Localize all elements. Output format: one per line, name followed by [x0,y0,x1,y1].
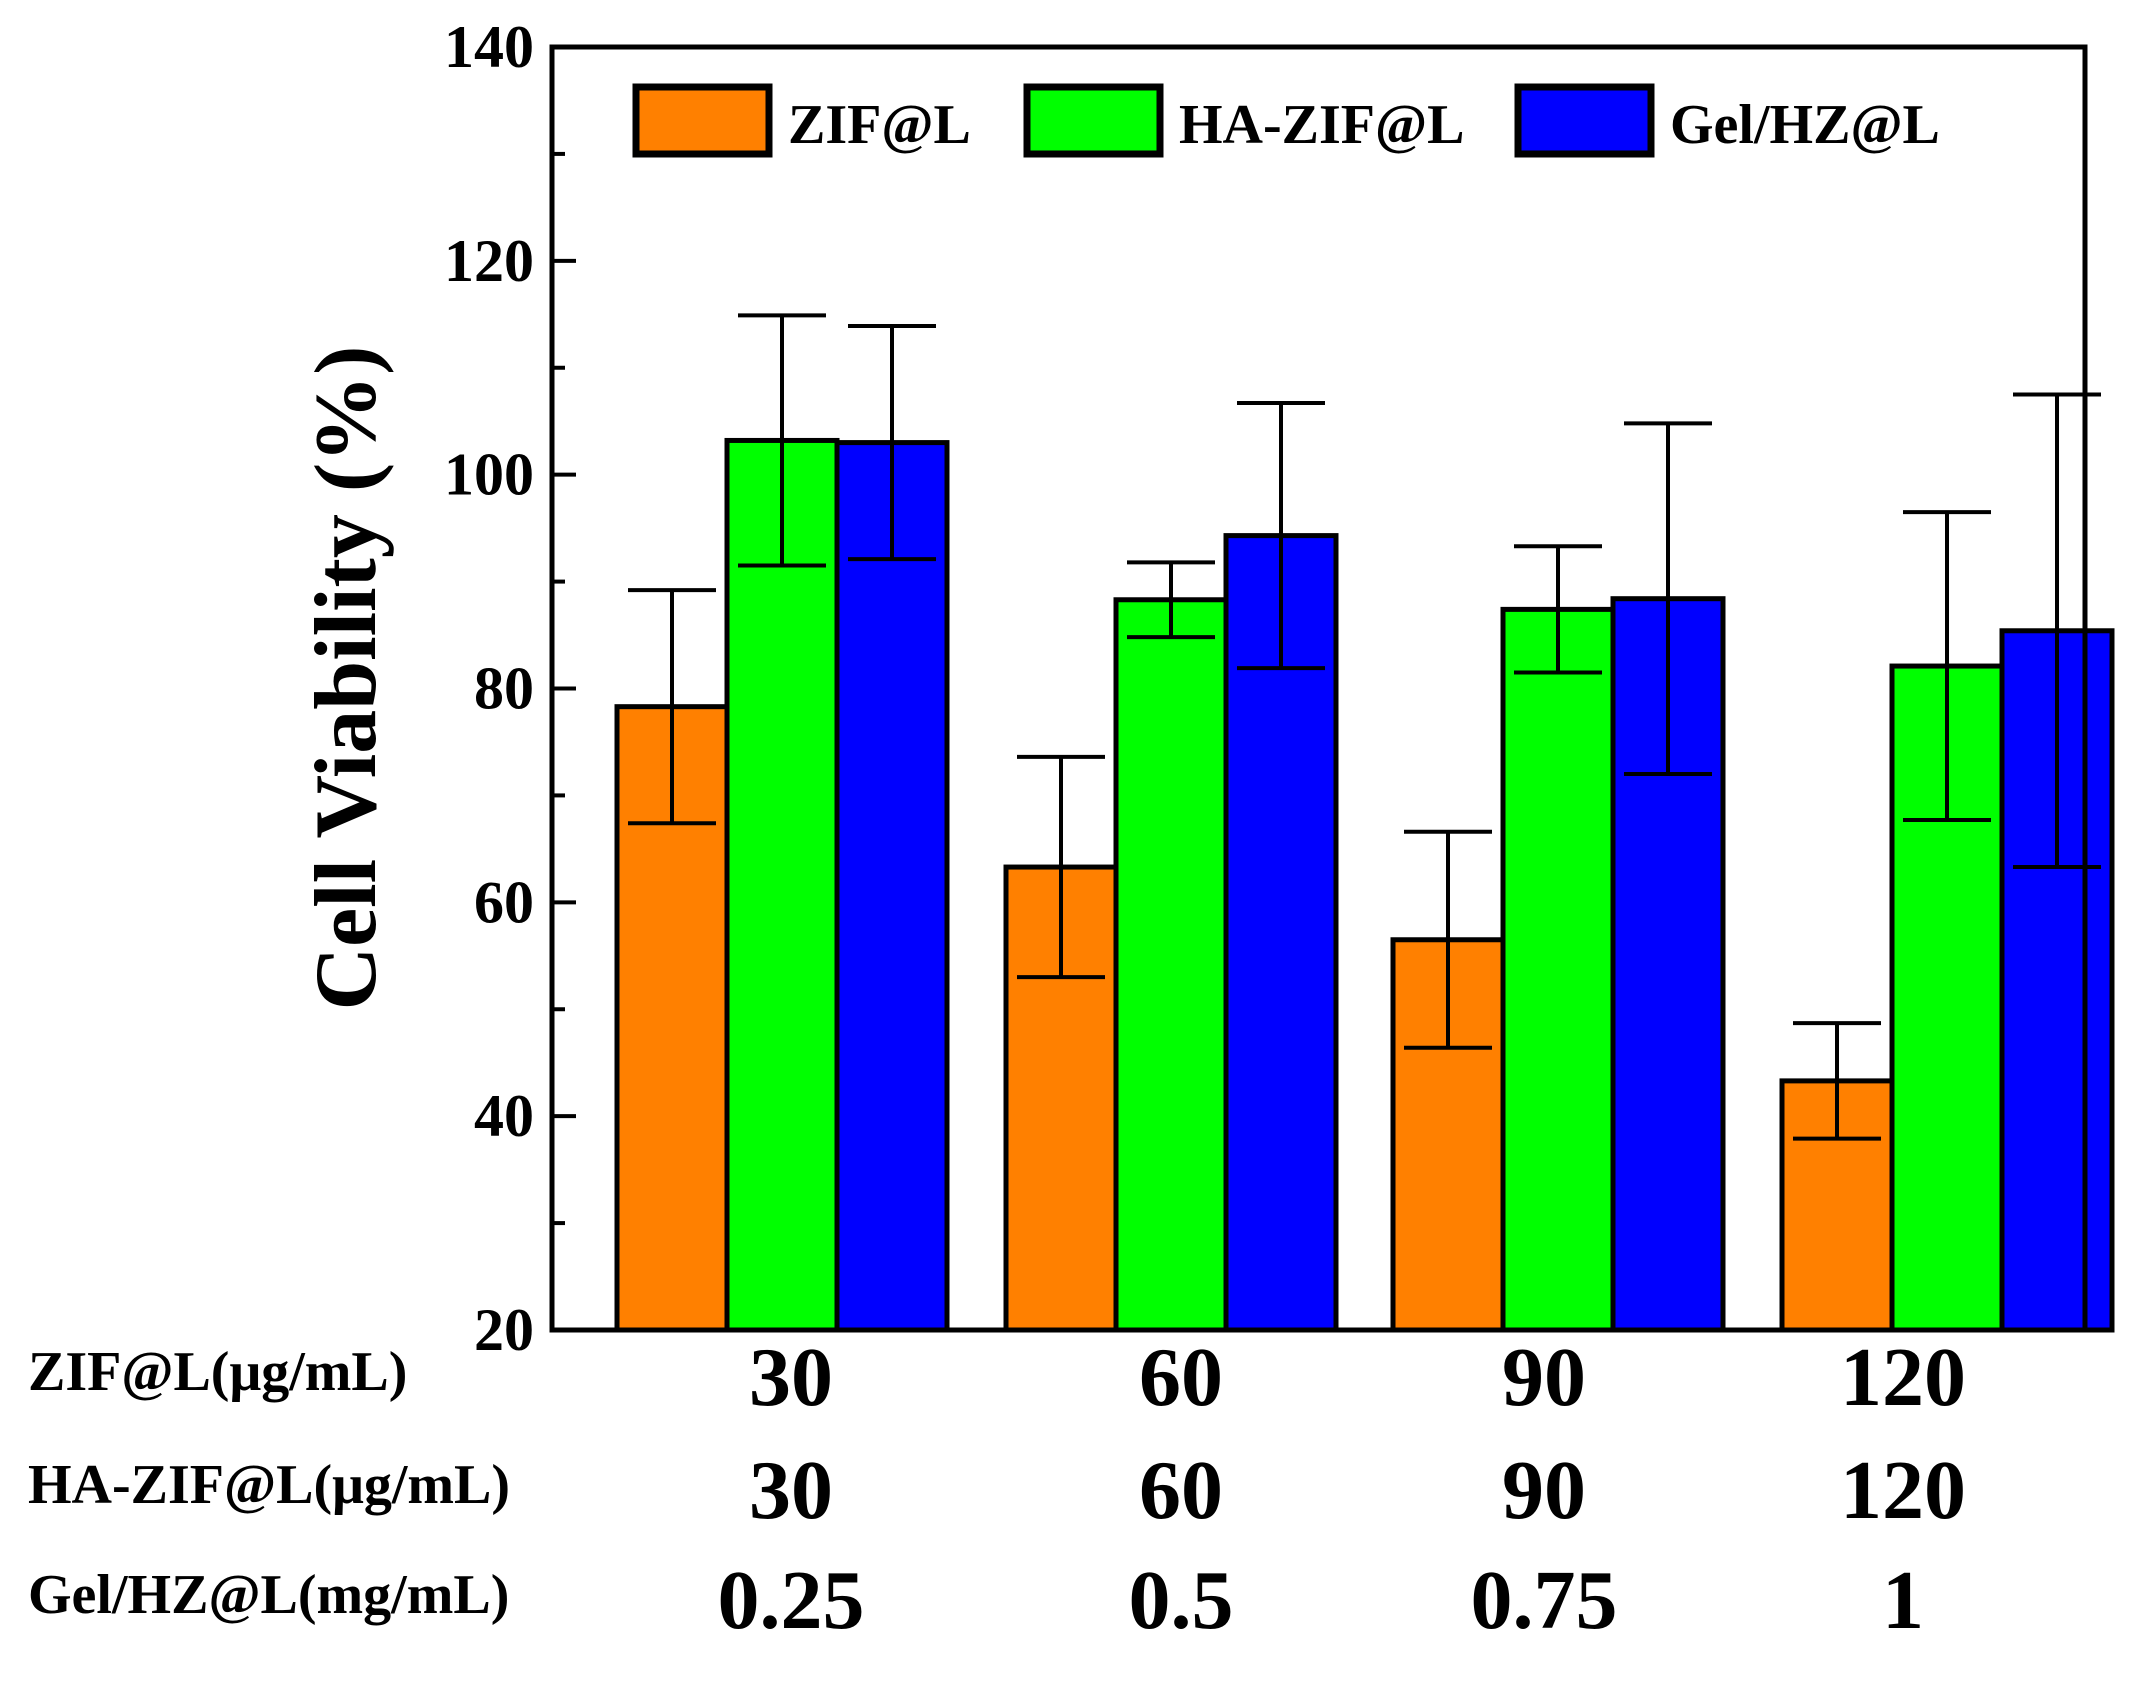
category-value-3-1: 0.25 [718,1554,865,1647]
category-value-3-2: 0.5 [1129,1554,1234,1647]
legend-swatch-1 [632,83,773,158]
y-tick-label: 60 [474,869,534,935]
bar-3-1 [834,440,950,1333]
y-tick-label: 40 [474,1083,534,1149]
category-value-1-2: 60 [1139,1331,1223,1424]
bar-2-2 [1113,597,1229,1333]
bar-2-1 [724,437,840,1333]
y-tick-label: 140 [444,14,534,80]
legend-label-1: ZIF@L [788,94,971,156]
category-value-1-4: 120 [1840,1331,1966,1424]
category-value-2-4: 120 [1840,1444,1966,1537]
category-value-3-3: 0.75 [1471,1554,1618,1647]
legend-label-3: Gel/HZ@L [1670,94,1940,156]
legend-swatch-3 [1514,83,1655,158]
category-value-2-2: 60 [1139,1444,1223,1537]
bars-layer [614,437,2115,1333]
error-bars-layer [628,313,2101,1141]
category-row-label-2: HA-ZIF@L(μg/mL) [28,1454,510,1516]
category-row-label-3: Gel/HZ@L(mg/mL) [28,1564,509,1626]
y-tick-label: 20 [474,1297,534,1363]
category-value-1-3: 90 [1502,1331,1586,1424]
category-value-3-4: 1 [1882,1554,1924,1647]
legend-label-2: HA-ZIF@L [1179,94,1464,156]
y-axis: 20 40 60 80 100 120 140 [444,14,576,1363]
y-axis-label: Cell Viability (%) [298,346,395,1011]
y-tick-label: 100 [444,442,534,508]
legend-swatch-2 [1023,83,1164,158]
category-row-label-1: ZIF@L(μg/mL) [28,1341,407,1403]
category-value-2-3: 90 [1502,1444,1586,1537]
category-value-2-1: 30 [749,1444,833,1537]
legend: ZIF@L HA-ZIF@L Gel/HZ@L [632,83,1940,158]
y-tick-label: 80 [474,656,534,722]
category-label-rows: ZIF@L(μg/mL) 30 60 90 120 HA-ZIF@L(μg/mL) 30 60… [28,1331,1966,1647]
y-tick-label: 120 [444,228,534,294]
category-value-1-1: 30 [749,1331,833,1424]
bar-2-3 [1500,606,1616,1333]
